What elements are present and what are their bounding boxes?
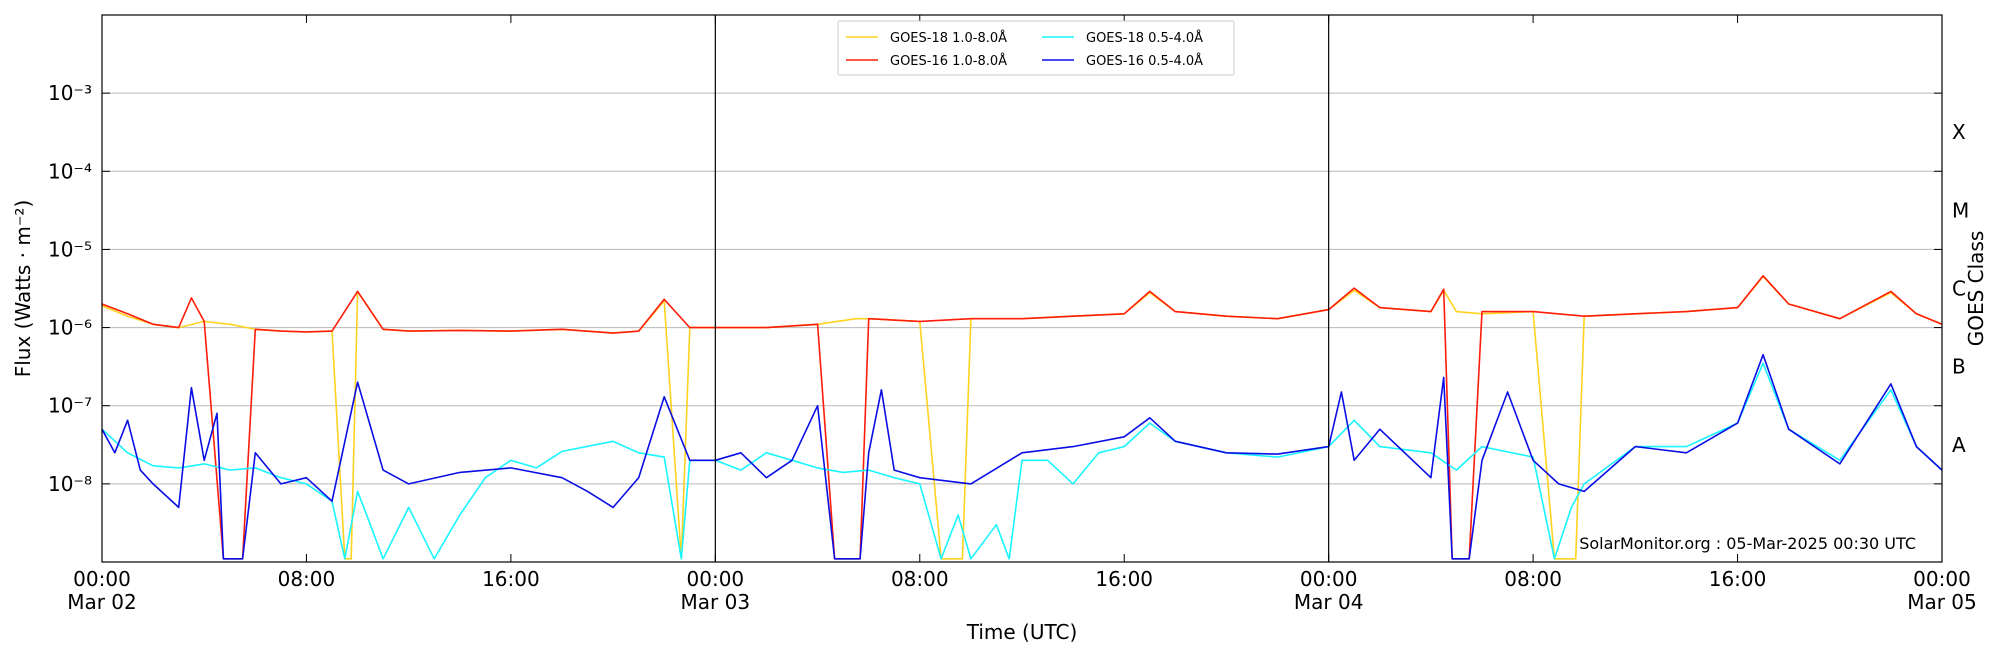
legend-label: GOES-16 0.5-4.0Å: [1086, 53, 1203, 69]
day-boundary-lines: [714, 15, 1330, 562]
y-tick-label: 10⁻⁶: [48, 316, 92, 340]
gridlines: [102, 92, 1942, 485]
legend-label: GOES-18 0.5-4.0Å: [1086, 30, 1203, 46]
goes-class-label: A: [1952, 433, 1966, 457]
legend-label: GOES-18 1.0-8.0Å: [890, 30, 1007, 46]
y-tick-label: 10⁻³: [48, 81, 92, 105]
x-tick-date-label: Mar 05: [1907, 590, 1977, 614]
x-tick-label: 00:00: [73, 567, 131, 591]
y-axis-ticks: 10⁻⁸ 10⁻⁷ 10⁻⁶ 10⁻⁵ 10⁻⁴ 10⁻³: [48, 81, 1942, 496]
goes-class-label: C: [1952, 277, 1966, 301]
goes-class-label: X: [1952, 120, 1966, 144]
goes-class-labels: A B C M X: [1952, 120, 1969, 457]
x-tick-label: 08:00: [278, 567, 336, 591]
x-tick-label: 16:00: [1095, 567, 1153, 591]
x-tick-label: 00:00: [687, 567, 745, 591]
y-tick-label: 10⁻⁷: [48, 394, 92, 418]
goes-class-label: B: [1952, 355, 1966, 379]
x-tick-date-label: Mar 03: [681, 590, 751, 614]
x-axis-title: Time (UTC): [966, 620, 1078, 644]
x-tick-label: 08:00: [891, 567, 949, 591]
credit-annotation: SolarMonitor.org : 05-Mar-2025 00:30 UTC: [1579, 534, 1916, 553]
y-tick-label: 10⁻⁴: [48, 159, 92, 183]
series-line-4: [101, 353, 1943, 560]
series-line-3: [101, 362, 1943, 560]
x-tick-label: 16:00: [482, 567, 540, 591]
x-tick-date-label: Mar 04: [1294, 590, 1364, 614]
y-axis-title: Flux (Watts · m⁻²): [11, 200, 35, 378]
legend-box: [837, 20, 1235, 76]
legend-label: GOES-16 1.0-8.0Å: [890, 53, 1007, 69]
goes-class-label: M: [1952, 198, 1969, 222]
x-tick-label: 08:00: [1504, 567, 1562, 591]
right-axis-title: GOES Class: [1964, 231, 1988, 347]
plot-frame: [101, 14, 1943, 563]
x-tick-label: 16:00: [1709, 567, 1767, 591]
series-lines: [101, 274, 1943, 560]
series-line-2: [101, 274, 1943, 560]
y-tick-label: 10⁻⁵: [48, 237, 92, 261]
x-tick-date-label: Mar 02: [67, 590, 137, 614]
y-tick-label: 10⁻⁸: [48, 472, 92, 496]
legend: GOES-18 1.0-8.0Å GOES-18 0.5-4.0Å GOES-16 …: [837, 20, 1235, 76]
x-tick-label: 00:00: [1300, 567, 1358, 591]
x-tick-label: 00:00: [1913, 567, 1971, 591]
